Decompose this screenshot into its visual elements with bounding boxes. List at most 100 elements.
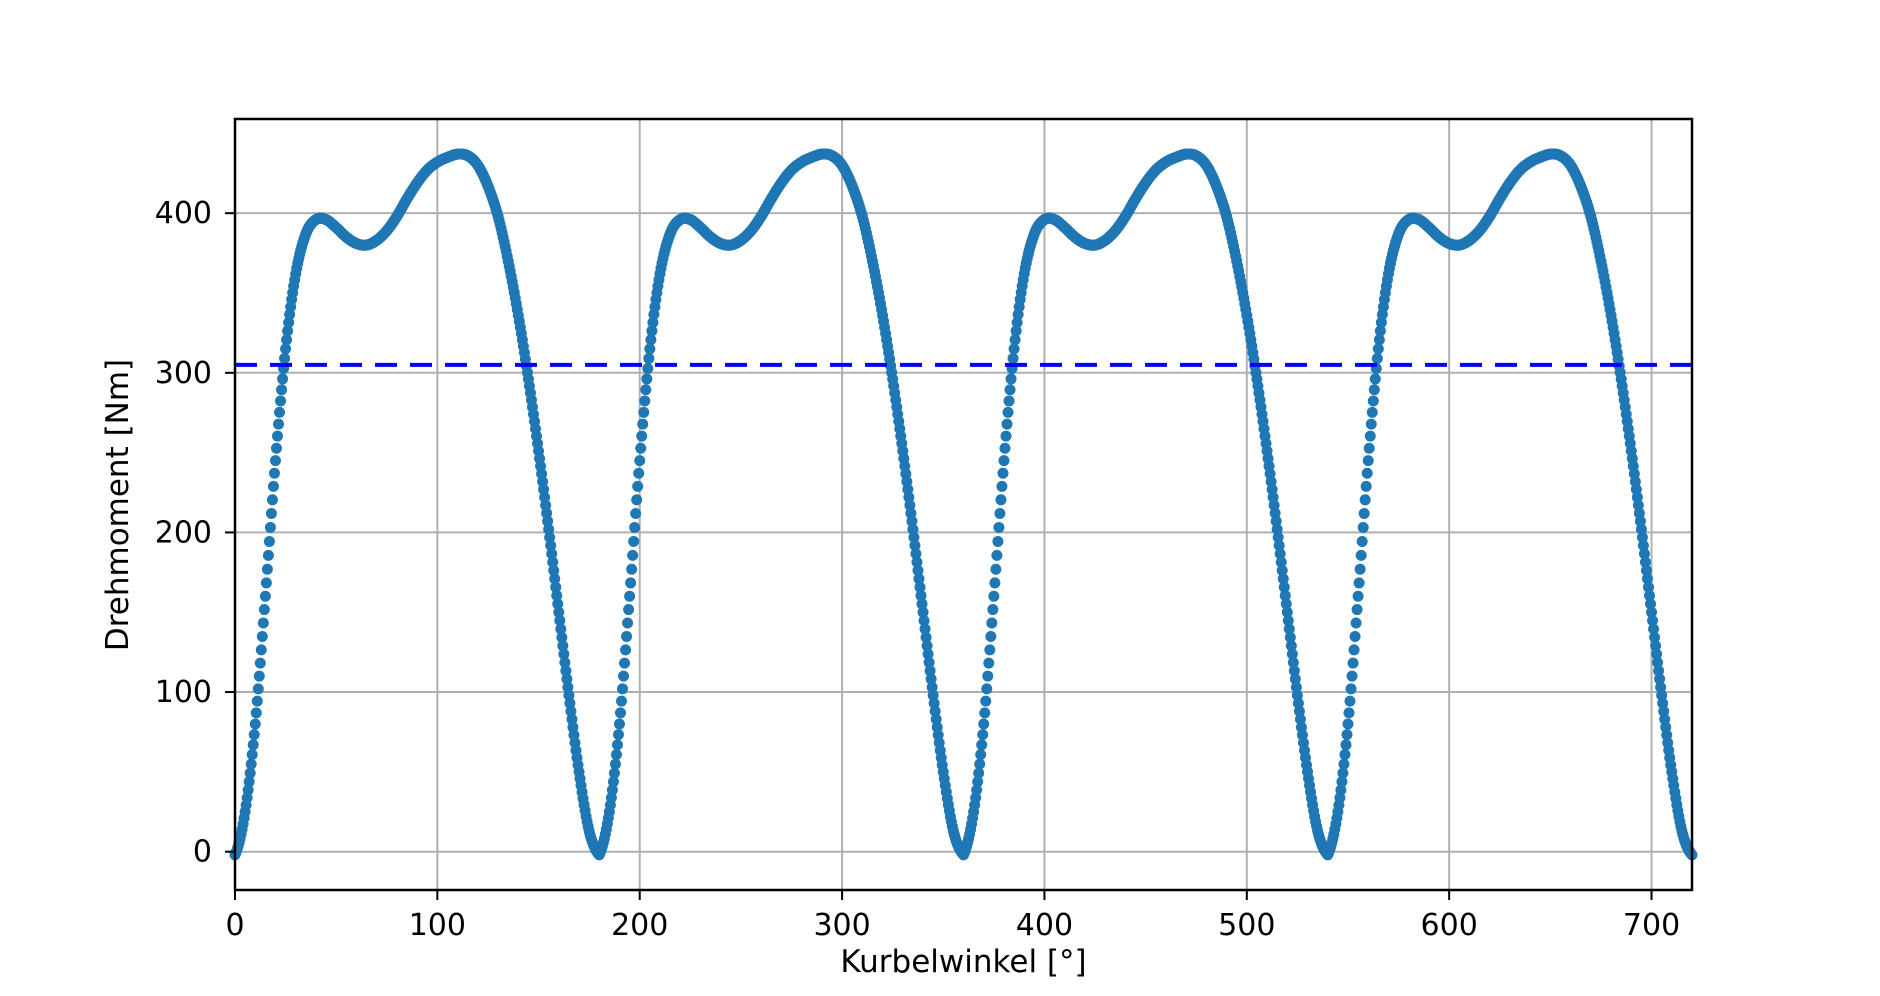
y-tick-label: 0 [193, 835, 212, 870]
data-point [1002, 406, 1014, 418]
data-point [558, 648, 570, 660]
x-tick-label: 600 [1421, 908, 1478, 943]
data-point [1284, 631, 1296, 643]
data-point [253, 670, 265, 682]
data-point [610, 749, 622, 761]
data-point [1281, 606, 1293, 618]
data-point [1347, 657, 1359, 669]
data-point [608, 767, 620, 779]
data-point [1352, 590, 1364, 602]
data-point [249, 718, 261, 730]
data-point [1364, 430, 1376, 442]
data-point [626, 563, 638, 575]
data-point [636, 430, 648, 442]
data-point [254, 657, 266, 669]
data-point [255, 644, 267, 656]
data-point [1354, 563, 1366, 575]
data-point [621, 630, 633, 642]
y-tick-label: 400 [155, 196, 212, 231]
data-point [984, 644, 996, 656]
data-point [631, 494, 643, 506]
data-point [1346, 670, 1358, 682]
data-point [560, 665, 572, 677]
data-point [1272, 531, 1284, 543]
data-point [1000, 430, 1012, 442]
data-point [991, 549, 1003, 561]
data-point [550, 581, 562, 593]
data-point [552, 598, 564, 610]
data-point [1341, 729, 1353, 741]
data-point [1645, 598, 1657, 610]
data-point [928, 697, 940, 709]
data-point [976, 739, 988, 751]
data-point [1343, 707, 1355, 719]
data-point [929, 705, 941, 717]
data-point [1638, 548, 1650, 560]
data-point [642, 362, 654, 374]
data-point [1286, 648, 1298, 660]
x-tick-label: 300 [813, 908, 870, 943]
data-point [1658, 705, 1670, 717]
data-point [281, 334, 293, 346]
data-point [972, 776, 984, 788]
data-point [245, 758, 257, 770]
data-point [613, 718, 625, 730]
data-point [542, 515, 554, 527]
data-point [923, 657, 935, 669]
data-point [1653, 665, 1665, 677]
data-point [545, 540, 557, 552]
data-point [261, 563, 273, 575]
data-point [260, 577, 272, 589]
data-point [1292, 697, 1304, 709]
data-point [997, 467, 1009, 479]
x-tick-label: 100 [409, 908, 466, 943]
data-point [1009, 334, 1021, 346]
data-point [561, 673, 573, 685]
data-point [987, 604, 999, 616]
data-point [264, 521, 276, 533]
data-point [634, 455, 646, 467]
data-point [265, 508, 277, 520]
data-point [243, 776, 255, 788]
data-point [917, 606, 929, 618]
data-point [1636, 531, 1648, 543]
data-point [1650, 640, 1662, 652]
data-point [983, 657, 995, 669]
data-point [546, 548, 558, 560]
torque-curve [229, 148, 1698, 861]
data-point [554, 615, 566, 627]
data-point [1271, 523, 1283, 535]
data-point [628, 535, 640, 547]
data-point [279, 352, 291, 364]
data-point [921, 640, 933, 652]
data-point [1007, 352, 1019, 364]
data-point [625, 577, 637, 589]
data-point [257, 617, 269, 629]
data-point [1336, 776, 1348, 788]
data-point [919, 623, 931, 635]
data-point [916, 598, 928, 610]
data-point [909, 540, 921, 552]
data-point [557, 640, 569, 652]
data-point [1365, 418, 1377, 430]
data-point [1635, 523, 1647, 535]
data-point [1648, 623, 1660, 635]
y-tick-label: 100 [155, 675, 212, 710]
data-point [635, 442, 647, 454]
data-point [627, 549, 639, 561]
data-point [1008, 343, 1020, 355]
data-point [1344, 695, 1356, 707]
data-point [989, 577, 1001, 589]
data-point [999, 442, 1011, 454]
data-point [1360, 480, 1372, 492]
data-point [1355, 549, 1367, 561]
data-point [619, 657, 631, 669]
data-point [915, 590, 927, 602]
x-tick-label: 500 [1218, 908, 1275, 943]
data-point [1282, 615, 1294, 627]
data-point [924, 665, 936, 677]
data-point [926, 681, 938, 693]
data-point [1004, 384, 1016, 396]
data-point [1637, 540, 1649, 552]
data-point [1287, 657, 1299, 669]
